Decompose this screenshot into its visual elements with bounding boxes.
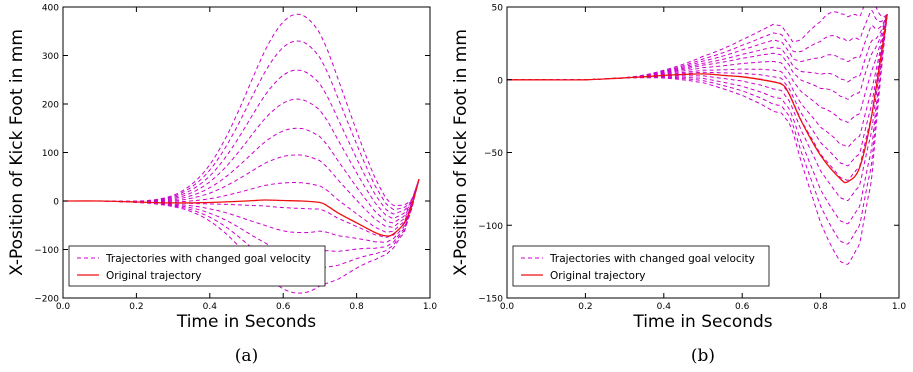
x-axis-label-b: Time in Seconds — [632, 312, 772, 332]
original-trajectory-line — [507, 14, 888, 184]
variant-trajectory-line — [507, 14, 888, 123]
ticks-b: 0.0 0.2 0.4 0.6 0.8 1.0 50 0 −50 −100 −150 — [478, 4, 906, 313]
variant-trajectory-line — [63, 98, 420, 219]
x-tick-label: 0.8 — [813, 302, 828, 312]
y-axis-label-a: X-Position of Kick Foot in mm — [7, 29, 27, 276]
x-tick-label: 0.4 — [203, 302, 218, 312]
legend-entry-original: Original trajectory — [550, 270, 646, 282]
y-tick-label: 100 — [42, 149, 59, 159]
legend-b: Trajectories with changed goal velocity O… — [512, 245, 770, 287]
variant-trajectory-line — [63, 179, 420, 233]
variant-trajectory-line — [507, 7, 888, 81]
plot-curves-a — [63, 13, 420, 294]
variant-trajectory-line — [507, 14, 888, 83]
variant-trajectory-line — [63, 179, 420, 243]
variant-trajectory-line — [507, 14, 888, 202]
x-tick-label: 0.4 — [657, 302, 672, 312]
variant-trajectory-line — [63, 13, 420, 207]
x-tick-label: 0.0 — [56, 302, 71, 312]
y-tick-label: −50 — [484, 149, 503, 159]
variant-trajectory-line — [63, 40, 420, 211]
x-tick-label: 0.2 — [578, 302, 592, 312]
y-tick-label: −100 — [34, 246, 59, 256]
variant-trajectory-line — [63, 179, 420, 255]
variant-trajectory-line — [507, 14, 888, 148]
variant-trajectory-line — [507, 14, 888, 265]
variant-trajectory-line — [507, 14, 888, 100]
x-axis-label-a: Time in Seconds — [176, 312, 316, 332]
variant-trajectory-line — [63, 69, 420, 215]
y-tick-label: −200 — [34, 295, 59, 305]
variant-trajectory-line — [507, 14, 888, 225]
y-tick-label: −150 — [478, 295, 503, 305]
y-tick-label: 300 — [42, 52, 59, 62]
plot-curves-b — [507, 7, 888, 265]
panel-label-a: (a) — [235, 346, 258, 366]
variant-trajectory-line — [63, 154, 420, 228]
original-trajectory-line — [63, 179, 420, 237]
chart-panel-b: 0.0 0.2 0.4 0.6 0.8 1.0 50 0 −50 −100 −150 Time in… — [451, 4, 906, 367]
x-tick-label: 0.2 — [129, 302, 143, 312]
x-tick-label: 1.0 — [892, 302, 907, 312]
panel-label-b: (b) — [691, 346, 715, 366]
y-tick-label: 0 — [53, 198, 59, 208]
x-tick-label: 1.0 — [423, 302, 438, 312]
y-axis-label-b: X-Position of Kick Foot in mm — [451, 29, 471, 276]
legend-entry-original: Original trajectory — [106, 270, 202, 282]
y-tick-label: 400 — [42, 4, 59, 14]
legend-entry-variant: Trajectories with changed goal velocity — [549, 253, 755, 265]
y-tick-label: −100 — [478, 222, 503, 232]
x-tick-label: 0.8 — [349, 302, 364, 312]
y-tick-label: 50 — [492, 4, 504, 14]
variant-trajectory-line — [507, 10, 888, 81]
legend-entry-variant: Trajectories with changed goal velocity — [105, 253, 311, 265]
legend-a: Trajectories with changed goal velocity O… — [68, 245, 326, 287]
variant-trajectory-line — [507, 14, 888, 181]
chart-panel-a: 0.0 0.2 0.4 0.6 0.8 1.04003002001000−100−200 … — [7, 4, 437, 367]
x-tick-label: 0.6 — [276, 302, 291, 312]
y-tick-label: 200 — [42, 101, 59, 111]
variant-trajectory-line — [507, 14, 888, 81]
y-tick-label: 0 — [497, 76, 503, 86]
ticks-a: 0.0 0.2 0.4 0.6 0.8 1.0 400 300 200 100 0 −100 −200 — [34, 4, 437, 313]
legend-box — [68, 245, 326, 287]
x-tick-label: 0.6 — [735, 302, 750, 312]
variant-trajectory-line — [507, 14, 888, 245]
legend-box — [512, 245, 770, 287]
x-tick-label: 0.0 — [500, 302, 515, 312]
